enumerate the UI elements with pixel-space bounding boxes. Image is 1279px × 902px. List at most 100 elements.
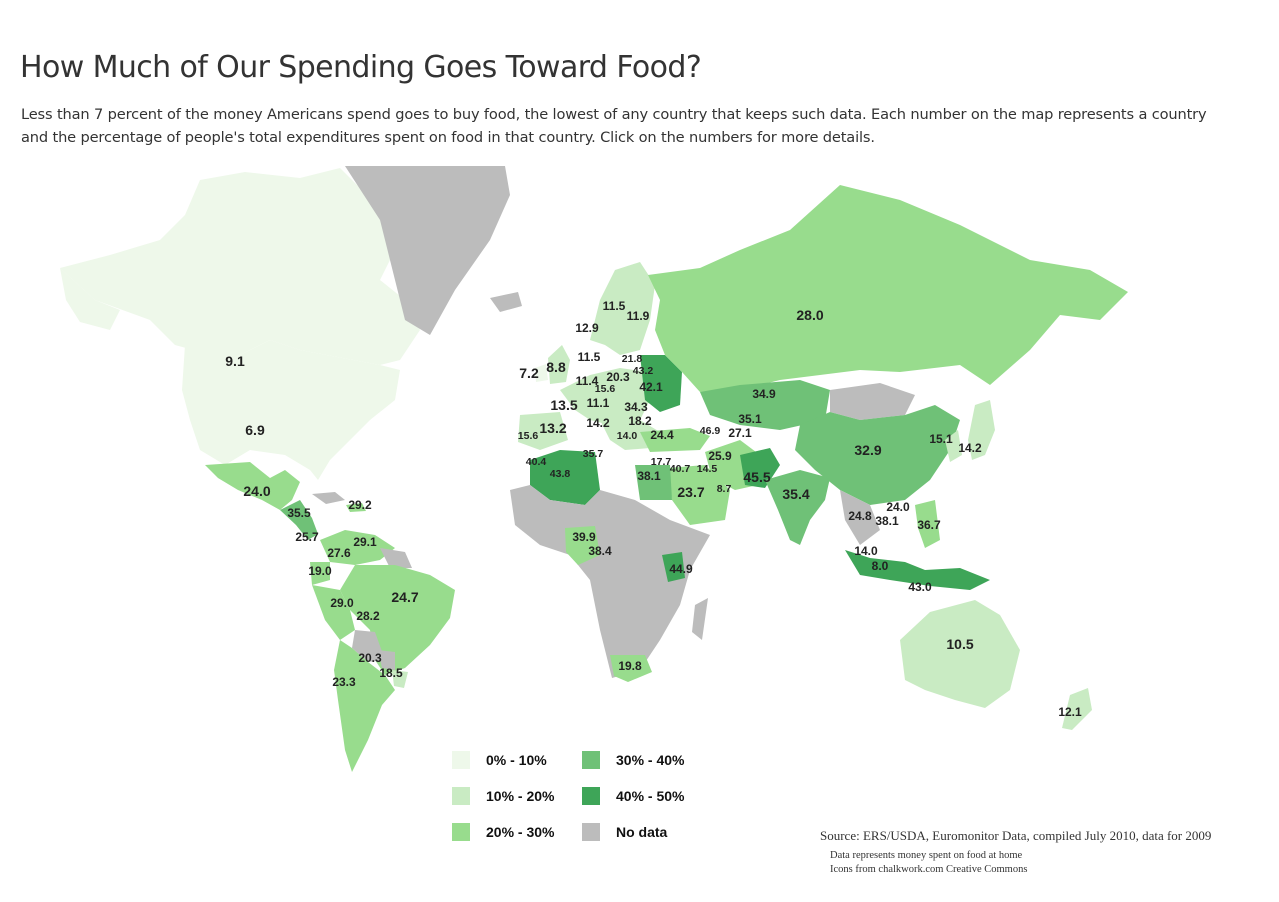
country-value-label[interactable]: 18.2 bbox=[628, 414, 652, 428]
country-value-label[interactable]: 15.1 bbox=[929, 432, 953, 446]
country-indochina bbox=[840, 490, 880, 545]
page-title: How Much of Our Spending Goes Toward Foo… bbox=[20, 50, 702, 85]
country-value-label[interactable]: 32.9 bbox=[854, 442, 881, 458]
country-value-label[interactable]: 29.1 bbox=[353, 535, 377, 549]
country-north-africa bbox=[530, 450, 600, 505]
country-value-label[interactable]: 24.7 bbox=[391, 589, 418, 605]
country-value-label[interactable]: 45.5 bbox=[743, 469, 770, 485]
country-india bbox=[765, 470, 830, 545]
legend-swatch bbox=[452, 751, 470, 769]
country-value-label[interactable]: 29.2 bbox=[348, 498, 372, 512]
country-belarus-ukraine bbox=[640, 355, 682, 412]
country-west-europe bbox=[560, 368, 650, 425]
country-value-label[interactable]: 11.9 bbox=[627, 309, 650, 323]
country-value-label[interactable]: 25.7 bbox=[295, 530, 319, 544]
country-philippines bbox=[915, 500, 940, 548]
country-value-label[interactable]: 28.0 bbox=[796, 307, 823, 323]
country-china bbox=[795, 405, 960, 505]
legend-label: 40% - 50% bbox=[616, 788, 685, 804]
country-value-label[interactable]: 44.9 bbox=[669, 562, 693, 576]
country-value-label[interactable]: 8.0 bbox=[872, 559, 889, 573]
country-value-label[interactable]: 34.3 bbox=[624, 400, 648, 414]
country-value-label[interactable]: 19.0 bbox=[308, 564, 332, 578]
country-value-label[interactable]: 9.1 bbox=[225, 353, 245, 369]
country-value-label[interactable]: 40.4 bbox=[526, 456, 547, 468]
country-value-label[interactable]: 18.5 bbox=[379, 666, 403, 680]
country-value-label[interactable]: 35.7 bbox=[583, 448, 604, 460]
country-iceland bbox=[490, 292, 522, 312]
country-value-label[interactable]: 35.1 bbox=[738, 412, 762, 426]
country-value-label[interactable]: 28.2 bbox=[356, 609, 380, 623]
country-value-label[interactable]: 8.7 bbox=[717, 483, 732, 495]
country-value-label[interactable]: 13.2 bbox=[539, 420, 566, 436]
country-value-label[interactable]: 40.7 bbox=[670, 463, 691, 475]
country-value-label[interactable]: 12.1 bbox=[1058, 705, 1082, 719]
country-value-label[interactable]: 27.6 bbox=[327, 546, 351, 560]
country-value-label[interactable]: 15.6 bbox=[518, 430, 539, 442]
country-value-label[interactable]: 46.9 bbox=[700, 425, 721, 437]
country-value-label[interactable]: 13.5 bbox=[550, 397, 577, 413]
country-mexico bbox=[205, 462, 300, 510]
country-value-label[interactable]: 24.0 bbox=[243, 483, 270, 499]
country-value-label[interactable]: 39.9 bbox=[572, 530, 596, 544]
country-value-label[interactable]: 38.1 bbox=[637, 469, 661, 483]
country-value-label[interactable]: 11.4 bbox=[576, 374, 599, 388]
country-value-label[interactable]: 11.1 bbox=[587, 396, 610, 410]
country-value-label[interactable]: 14.0 bbox=[617, 430, 638, 442]
country-uruguay bbox=[392, 670, 408, 688]
country-value-label[interactable]: 21.8 bbox=[622, 353, 643, 365]
country-value-label[interactable]: 17.7 bbox=[651, 456, 672, 468]
country-value-label[interactable]: 38.1 bbox=[875, 514, 899, 528]
country-value-label[interactable]: 19.8 bbox=[618, 659, 642, 673]
country-value-label[interactable]: 20.3 bbox=[358, 651, 382, 665]
country-value-label[interactable]: 25.9 bbox=[708, 449, 732, 463]
legend-swatch bbox=[582, 751, 600, 769]
country-value-label[interactable]: 24.0 bbox=[886, 500, 910, 514]
country-australia bbox=[900, 600, 1020, 708]
country-russia bbox=[648, 185, 1128, 392]
country-value-label[interactable]: 23.7 bbox=[677, 484, 704, 500]
country-value-label[interactable]: 42.1 bbox=[639, 380, 663, 394]
country-value-label[interactable]: 43.0 bbox=[908, 580, 932, 594]
country-south-africa bbox=[610, 655, 652, 682]
legend-swatch bbox=[582, 823, 600, 841]
country-value-label[interactable]: 14.2 bbox=[958, 441, 982, 455]
country-value-label[interactable]: 29.0 bbox=[330, 596, 354, 610]
country-value-label[interactable]: 8.8 bbox=[546, 359, 566, 375]
legend-item: 10% - 20% bbox=[452, 786, 554, 806]
legend-swatch bbox=[452, 787, 470, 805]
country-value-label[interactable]: 34.9 bbox=[752, 387, 776, 401]
country-value-label[interactable]: 10.5 bbox=[946, 636, 973, 652]
country-value-label[interactable]: 11.5 bbox=[578, 350, 601, 364]
country-indonesia bbox=[845, 550, 990, 590]
country-value-label[interactable]: 24.8 bbox=[848, 509, 872, 523]
country-brazil bbox=[340, 565, 455, 675]
legend-label: 10% - 20% bbox=[486, 788, 555, 804]
country-value-label[interactable]: 43.8 bbox=[550, 468, 571, 480]
country-value-label[interactable]: 6.9 bbox=[245, 422, 265, 438]
country-value-label[interactable]: 12.9 bbox=[575, 321, 599, 335]
country-madagascar bbox=[692, 598, 708, 640]
country-value-label[interactable]: 20.3 bbox=[606, 370, 630, 384]
country-value-label[interactable]: 14.2 bbox=[586, 416, 610, 430]
country-ecuador bbox=[310, 562, 330, 585]
country-value-label[interactable]: 27.1 bbox=[728, 426, 752, 440]
country-value-label[interactable]: 14.0 bbox=[854, 544, 878, 558]
country-turkey bbox=[640, 428, 710, 452]
country-value-label[interactable]: 43.2 bbox=[633, 365, 654, 377]
country-value-label[interactable]: 35.5 bbox=[287, 506, 311, 520]
country-guianas bbox=[380, 548, 412, 568]
country-value-label[interactable]: 36.7 bbox=[917, 518, 941, 532]
country-value-label[interactable]: 11.5 bbox=[603, 299, 626, 313]
country-argentina-chile bbox=[334, 640, 395, 772]
legend-item: 0% - 10% bbox=[452, 750, 547, 770]
country-value-label[interactable]: 24.4 bbox=[650, 428, 674, 442]
country-value-label[interactable]: 7.2 bbox=[519, 365, 539, 381]
country-value-label[interactable]: 38.4 bbox=[588, 544, 612, 558]
country-value-label[interactable]: 14.5 bbox=[697, 463, 718, 475]
country-usa bbox=[182, 340, 400, 480]
country-value-label[interactable]: 35.4 bbox=[782, 486, 809, 502]
country-new-zealand bbox=[1062, 688, 1092, 730]
country-value-label[interactable]: 23.3 bbox=[332, 675, 356, 689]
country-value-label[interactable]: 15.6 bbox=[595, 383, 616, 395]
